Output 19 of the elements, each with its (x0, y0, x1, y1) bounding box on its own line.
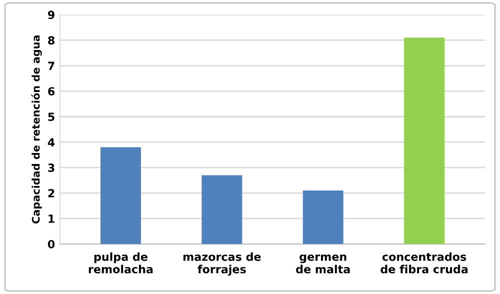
y-tick-label: 2 (48, 189, 54, 198)
y-tick-label: 9 (48, 10, 54, 20)
bar (404, 38, 445, 244)
y-tick-label: 5 (48, 112, 54, 121)
y-tick-label: 6 (48, 87, 55, 96)
x-tick-label: mazorcas de forrajes (183, 252, 261, 276)
x-tick-label: pulpa de remolacha (88, 252, 153, 274)
y-tick-label: 7 (48, 62, 54, 70)
bar (302, 190, 344, 244)
y-tick-label: 0 (48, 240, 55, 248)
x-tick-label: germen de malta (296, 254, 350, 274)
y-tick-label: 8 (48, 36, 54, 45)
bar (202, 175, 242, 244)
y-tick-label: 3 (48, 164, 54, 172)
y-tick-label: 4 (48, 138, 55, 146)
y-tick-label: 1 (48, 214, 54, 223)
y-axis-title: Capacidad de retención de agua (31, 36, 42, 224)
x-tick-label: concentrados de fibra cruda (380, 252, 468, 274)
bar (100, 147, 141, 244)
